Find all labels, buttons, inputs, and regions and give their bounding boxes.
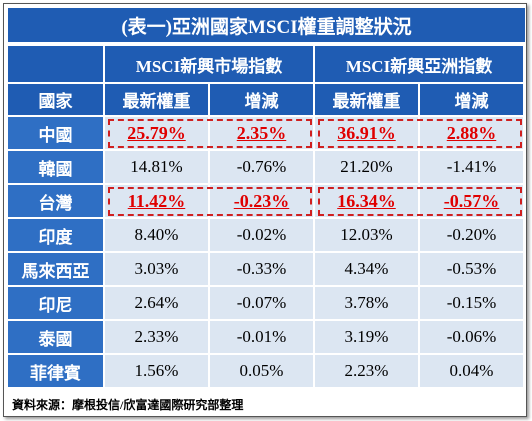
row-header: 印尼 (8, 287, 105, 321)
row-header: 中國 (8, 117, 105, 151)
highlight-box (318, 187, 522, 216)
column-header: 最新權重 (105, 84, 210, 117)
column-header: 最新權重 (315, 84, 420, 117)
data-cell: 2.23% (315, 355, 420, 389)
row-header: 菲律賓 (8, 355, 105, 389)
data-cell: -0.07% (210, 287, 315, 321)
data-cell: 0.04% (420, 355, 525, 389)
row-header: 台灣 (8, 185, 105, 219)
data-cell: -0.76% (210, 151, 315, 185)
data-cell: 14.81% (105, 151, 210, 185)
data-cell: 3.03% (105, 253, 210, 287)
data-cell: 1.56% (105, 355, 210, 389)
data-cell: 3.78% (315, 287, 420, 321)
data-cell: 2.35% (210, 117, 315, 151)
data-cell: 2.88% (420, 117, 525, 151)
data-cell: 2.64% (105, 287, 210, 321)
row-header: 馬來西亞 (8, 253, 105, 287)
data-cell: 36.91% (315, 117, 420, 151)
data-cell: 8.40% (105, 219, 210, 253)
data-cell: -0.02% (210, 219, 315, 253)
data-cell: -1.41% (420, 151, 525, 185)
data-cell: -0.15% (420, 287, 525, 321)
column-header: 增減 (420, 84, 525, 117)
data-cell: -0.53% (420, 253, 525, 287)
column-header: 國家 (8, 84, 105, 117)
column-header: 增減 (210, 84, 315, 117)
data-cell: -0.23% (210, 185, 315, 219)
highlight-box (108, 119, 312, 148)
data-cell: 16.34% (315, 185, 420, 219)
data-cell: 25.79% (105, 117, 210, 151)
data-cell: -0.06% (420, 321, 525, 355)
highlight-box (318, 119, 522, 148)
data-cell: 3.19% (315, 321, 420, 355)
row-header: 韓國 (8, 151, 105, 185)
data-cell: -0.33% (210, 253, 315, 287)
header-cell (8, 46, 105, 84)
group-header: MSCI新興市場指數 (105, 46, 315, 84)
group-header: MSCI新興亞洲指數 (315, 46, 525, 84)
data-cell: 21.20% (315, 151, 420, 185)
row-header: 泰國 (8, 321, 105, 355)
source: 資料來源：摩根投信/欣富達國際研究部整理 (12, 398, 244, 412)
data-cell: -0.01% (210, 321, 315, 355)
data-cell: 0.05% (210, 355, 315, 389)
title: (表一)亞洲國家MSCI權重調整狀況 (8, 8, 525, 42)
data-cell: -0.20% (420, 219, 525, 253)
highlight-box (108, 187, 312, 216)
row-header: 印度 (8, 219, 105, 253)
data-cell: 11.42% (105, 185, 210, 219)
data-cell: -0.57% (420, 185, 525, 219)
data-cell: 2.33% (105, 321, 210, 355)
data-cell: 4.34% (315, 253, 420, 287)
data-cell: 12.03% (315, 219, 420, 253)
